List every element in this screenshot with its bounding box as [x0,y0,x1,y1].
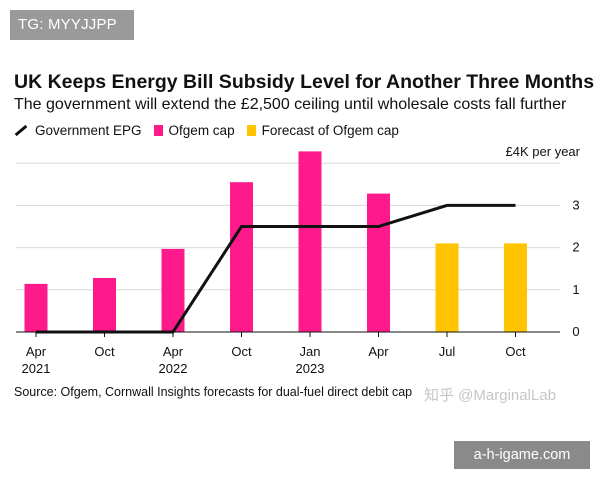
x-tick-label: Oct [231,344,252,359]
x-tick-label: Oct [505,344,526,359]
legend-label-ofgem: Ofgem cap [168,122,235,138]
source-note: Source: Ofgem, Cornwall Insights forecas… [14,385,413,399]
legend-item-epg: Government EPG [14,123,142,138]
y-tick-label: 0 [572,324,579,339]
legend-item-ofgem: Ofgem cap [153,122,235,138]
legend-ofgem-swatch [153,124,163,136]
ofgem-cap-bar [161,248,185,332]
forecast-bar [504,243,527,332]
forecast-bar [435,243,459,332]
chart-title: UK Keeps Energy Bill Subsidy Level for A… [14,71,595,93]
chart-legend: Government EPG Ofgem cap Forecast of Ofg… [14,121,411,139]
x-tick-label: Jan [300,344,321,359]
legend-item-forecast: Forecast of Ofgem cap [246,122,399,138]
ofgem-cap-bar [298,151,322,332]
government-epg-line [36,203,516,334]
x-tick-year-label: 2023 [296,361,325,376]
x-tick-label: Apr [163,344,184,359]
ofgem-cap-bar [24,283,48,332]
site-badge: a-h-igame.com [454,441,590,469]
y-axis-unit-label: £4K per year [506,144,581,159]
watermark-text: 知乎 @MarginalLab [424,387,556,404]
x-tick-label: Oct [94,344,115,359]
x-tick-label: Apr [26,344,47,359]
x-tick-label: Jul [439,344,456,359]
x-tick-year-label: 2022 [159,361,188,376]
y-tick-label: 1 [572,282,579,297]
legend-label-epg: Government EPG [35,122,142,138]
ofgem-cap-bar [367,193,390,332]
tg-badge: TG: MYYJJPP [10,10,134,40]
legend-forecast-swatch [246,124,256,136]
legend-label-forecast: Forecast of Ofgem cap [261,122,399,138]
x-tick-label: Apr [368,344,389,359]
ofgem-cap-bar [230,182,253,332]
x-tick-year-label: 2021 [22,361,51,376]
y-tick-label: 2 [572,240,579,255]
ofgem-cap-bar [93,277,116,332]
chart-subtitle: The government will extend the £2,500 ce… [14,96,567,113]
y-tick-label: 3 [572,197,579,212]
